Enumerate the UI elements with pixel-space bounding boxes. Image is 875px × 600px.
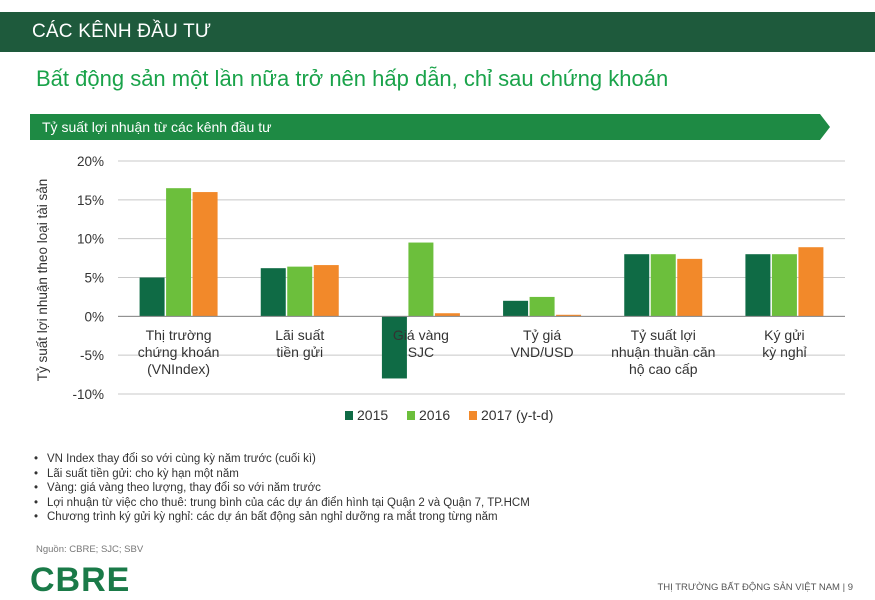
category-label: Thị trường [146,327,212,343]
category-label: Giá vàng [393,327,449,343]
y-tick-label: -10% [72,387,104,402]
category-label: Lãi suất [275,327,324,343]
chart-title-banner [30,114,830,140]
y-tick-label: -5% [80,348,104,363]
category-label: Ký gửi [764,327,805,343]
bar-2016 [166,188,192,317]
bar-2017-y-t-d [677,258,703,317]
bar-2015 [624,254,650,317]
y-tick-label: 20% [77,154,104,169]
category-label: Tỷ giá [523,327,561,343]
bar-chart: 20% 15% 10% 5% 0% -5% -10% Tỷ suất lợi nhuận th… [35,154,845,423]
y-tick-label: 5% [84,271,104,286]
footnotes: VN Index thay đổi so với cùng kỳ năm trư… [32,452,530,525]
category-label: Tỷ suất lợi [631,327,696,343]
page-headline: Bất động sản một lần nữa trở nên hấp dẫn… [36,66,669,91]
section-title: CÁC KÊNH ĐẦU TƯ [32,21,212,42]
category-label: chứng khoán [138,344,220,360]
chart-title: Tỷ suất lợi nhuận từ các kênh đầu tư [42,119,272,135]
header-bar: CÁC KÊNH ĐẦU TƯ [0,12,875,52]
footnote: Lợi nhuận từ việc cho thuê: trung bình c… [32,496,530,511]
footnote: Vàng: giá vàng theo lượng, thay đổi so v… [32,481,530,496]
legend-label: 2015 [357,407,388,423]
y-tick-label: 10% [77,232,104,247]
bar-2015 [381,316,407,379]
bar-2015 [745,254,771,317]
legend-swatch [469,411,477,420]
legend-swatch [407,411,415,420]
bar-2017-y-t-d [798,247,824,317]
bar-2017-y-t-d [192,192,218,317]
bar-2016 [529,296,555,317]
bar-2016 [771,254,797,317]
category-label: hộ cao cấp [629,361,698,377]
source-note: Nguồn: CBRE; SJC; SBV [36,544,144,555]
y-axis-label: Tỷ suất lợi nhuận theo loại tài sản [35,179,50,381]
category-label: (VNIndex) [147,361,210,377]
legend-swatch [345,411,353,420]
bar-2016 [650,254,676,317]
cbre-logo: CBRE [30,561,131,599]
bar-2015 [139,277,165,317]
category-label: VND/USD [511,344,574,360]
category-label: kỳ nghỉ [762,344,807,360]
bar-2017-y-t-d [556,314,582,317]
bar-2016 [287,266,313,317]
category-label: tiền gửi [276,344,323,360]
footnote: Chương trình ký gửi kỳ nghỉ: các dự án b… [32,510,530,525]
bar-2017-y-t-d [313,265,339,317]
category-label: nhuận thuần căn [611,344,715,360]
bar-2015 [260,268,286,317]
page-footer: THỊ TRƯỜNG BẤT ĐỘNG SẢN VIỆT NAM | 9 [657,582,853,593]
bar-2016 [408,242,434,317]
legend-label: 2016 [419,407,450,423]
footnote: VN Index thay đổi so với cùng kỳ năm trư… [32,452,530,467]
legend-label: 2017 (y-t-d) [481,407,553,423]
footnote: Lãi suất tiền gửi: cho kỳ hạn một năm [32,467,530,482]
y-tick-label: 0% [84,309,104,324]
bar-2017-y-t-d [434,313,460,317]
bar-2015 [503,300,529,317]
y-tick-label: 15% [77,193,104,208]
category-label: SJC [408,344,434,360]
